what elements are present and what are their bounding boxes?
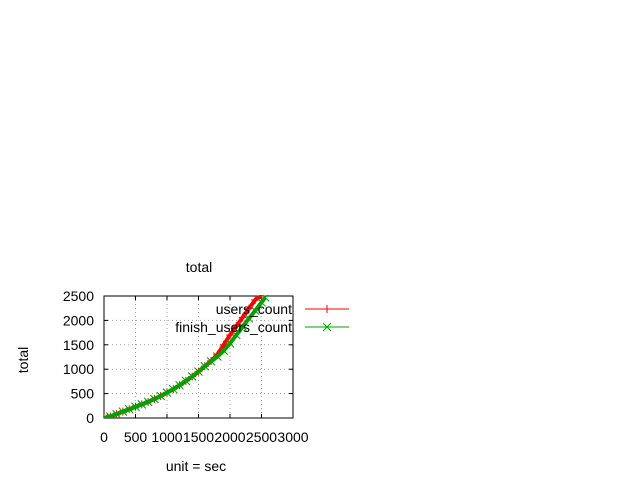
marker-stroke — [112, 409, 121, 418]
data-point — [231, 330, 241, 340]
x-axis-label: unit = sec — [166, 458, 226, 474]
marker-stroke — [187, 372, 197, 381]
data-point — [168, 384, 178, 394]
data-point — [257, 297, 266, 307]
marker-stroke — [206, 357, 216, 366]
data-point — [143, 397, 153, 407]
marker-stroke — [257, 297, 266, 307]
data-point — [118, 407, 128, 417]
marker-stroke — [181, 376, 191, 386]
tick-labels: 0 500 1000 1500 2000 2500 30000500100015002000… — [63, 288, 309, 445]
chart-title: total — [186, 259, 212, 275]
marker-stroke — [194, 367, 203, 376]
data-point — [187, 372, 197, 381]
legend-label: finish_users_count — [175, 319, 292, 335]
marker-stroke — [175, 380, 184, 390]
marker-stroke — [162, 388, 172, 397]
marker-stroke — [108, 412, 115, 418]
y-tick-label: 2000 — [63, 312, 94, 328]
data-point — [219, 346, 229, 356]
legend-swatch-marker — [322, 322, 332, 332]
x-tick-label: 1000 — [151, 429, 182, 445]
marker-stroke — [200, 361, 210, 371]
data-point — [104, 413, 109, 418]
marker-stroke — [156, 391, 166, 401]
y-tick-label: 2500 — [63, 288, 94, 304]
data-point — [156, 391, 166, 401]
y-tick-label: 1500 — [63, 337, 94, 353]
marker-stroke — [238, 322, 247, 332]
x-tick-label: 500 — [124, 429, 148, 445]
data-point — [124, 404, 134, 414]
marker-stroke — [244, 314, 254, 323]
data-point — [194, 367, 203, 376]
data-point — [206, 357, 216, 366]
y-tick-label: 1000 — [63, 361, 94, 377]
data-point — [238, 313, 247, 322]
data-point — [250, 306, 260, 315]
series-finish_users_count — [104, 295, 270, 418]
data-point — [137, 399, 147, 409]
x-tick-label: 1500 — [183, 429, 214, 445]
y-tick-label: 500 — [71, 386, 95, 402]
marker-stroke — [137, 399, 147, 409]
marker-stroke — [260, 295, 269, 302]
data-point — [225, 338, 235, 348]
grid — [104, 296, 293, 418]
data-point — [175, 380, 184, 390]
x-tick-label: 2500 — [246, 429, 277, 445]
marker-stroke — [150, 394, 159, 404]
marker-stroke — [118, 407, 128, 417]
y-axis-label: total — [15, 347, 31, 373]
data-point — [251, 295, 260, 304]
marker-stroke — [131, 402, 140, 412]
data-point — [238, 322, 247, 332]
data-point — [244, 304, 253, 313]
x-tick-label: 0 — [100, 429, 108, 445]
data-point — [112, 409, 121, 418]
x-tick-label: 3000 — [277, 429, 308, 445]
x-tick-label: 2000 — [214, 429, 245, 445]
legend: users_count finish_users_count — [175, 301, 349, 335]
series-layer — [104, 295, 270, 418]
data-point — [105, 412, 115, 418]
data-point — [131, 402, 140, 412]
marker-stroke — [231, 330, 241, 340]
marker-stroke — [168, 384, 178, 394]
data-point — [162, 388, 172, 397]
marker-stroke — [322, 322, 332, 332]
legend-label: users_count — [216, 301, 292, 317]
marker-stroke — [124, 404, 134, 414]
data-point — [181, 376, 191, 386]
data-point — [200, 361, 210, 371]
y-tick-label: 0 — [86, 410, 94, 426]
data-point — [232, 322, 241, 331]
marker-stroke — [219, 346, 229, 356]
data-point — [226, 331, 234, 340]
marker-stroke — [143, 397, 153, 407]
marker-stroke — [250, 306, 260, 315]
data-point — [260, 295, 270, 302]
data-point — [150, 394, 159, 404]
legend-swatch-marker — [323, 305, 331, 313]
marker-stroke — [104, 413, 109, 418]
marker-stroke — [225, 338, 235, 348]
data-point — [244, 314, 254, 323]
